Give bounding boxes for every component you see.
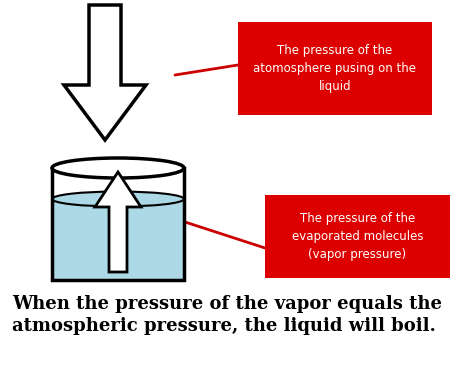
Bar <box>52 199 184 280</box>
Text: The pressure of the
atomosphere pusing on the
liquid: The pressure of the atomosphere pusing o… <box>254 44 417 93</box>
Text: The pressure of the
evaporated molecules
(vapor pressure): The pressure of the evaporated molecules… <box>292 212 423 261</box>
Polygon shape <box>64 5 146 140</box>
Bar <box>238 22 432 115</box>
Ellipse shape <box>52 158 184 178</box>
Polygon shape <box>95 172 141 272</box>
Bar <box>265 195 450 278</box>
Text: When the pressure of the vapor equals the
atmospheric pressure, the liquid will : When the pressure of the vapor equals th… <box>12 295 442 335</box>
Ellipse shape <box>52 191 184 207</box>
Bar <box>52 168 184 280</box>
